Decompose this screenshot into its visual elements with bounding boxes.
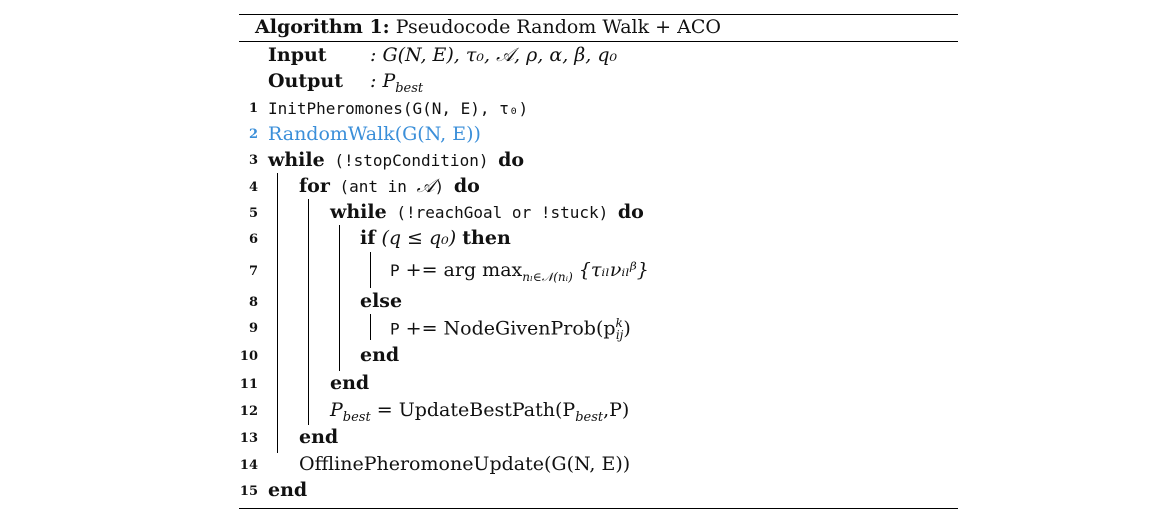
line-6-condition: (q ≤ q₀): [375, 227, 463, 249]
line-12-sub2: best: [575, 409, 604, 425]
line-7-var: P: [390, 261, 400, 280]
line-9-close: ): [623, 317, 631, 340]
line-number-5: 5: [248, 206, 258, 221]
line-7-sub: nₗ∈𝒩(nᵢ): [522, 269, 573, 284]
line-number-7: 7: [248, 264, 258, 279]
line-9-op: += NodeGivenProb(p: [399, 317, 616, 340]
line-5: while (!reachGoal or !stuck) do: [330, 201, 644, 227]
line-15: end: [268, 479, 307, 505]
line-number-4: 4: [248, 180, 258, 195]
indent-bar-for: [308, 199, 309, 425]
line-1-text: InitPheromones(G(N, E), τ₀): [268, 99, 529, 118]
indent-bar-else: [370, 314, 371, 340]
output-label: Output: [268, 70, 344, 92]
bottom-rule: [239, 508, 958, 509]
line-number-10: 10: [239, 349, 258, 364]
line-9: P += NodeGivenProb(pkij): [390, 316, 631, 342]
line-5-keyword-do: do: [617, 201, 644, 223]
line-15-keyword: end: [268, 479, 308, 501]
line-7: P += arg maxnₗ∈𝒩(nᵢ) {τᵢₗνᵢₗᵝ}: [390, 259, 649, 285]
input-value: : G(N, E), τ₀, 𝒜, ρ, α, β, q₀: [370, 44, 618, 66]
line-12-call: = UpdateBestPath(P: [370, 399, 576, 421]
line-8: else: [360, 290, 402, 316]
line-6-keyword-then: then: [462, 227, 511, 249]
line-14-text: OfflinePheromoneUpdate(G(N, E)): [299, 453, 631, 475]
line-10: end: [360, 344, 399, 370]
indent-bar-if: [370, 252, 371, 288]
line-7-op: += arg max: [399, 259, 523, 281]
line-1: InitPheromones(G(N, E), τ₀): [268, 97, 528, 123]
input-label: Input: [268, 44, 327, 66]
line-number-9: 9: [248, 321, 258, 336]
title-rule: [239, 41, 958, 42]
line-number-3: 3: [248, 153, 258, 168]
line-13: end: [299, 426, 338, 452]
line-11: end: [330, 372, 369, 398]
line-4-condition: (ant in: [329, 177, 417, 196]
line-9-sup: k: [615, 316, 623, 330]
line-4-set: 𝒜: [416, 175, 435, 197]
line-4: for (ant in 𝒜) do: [299, 175, 480, 201]
line-number-1: 1: [248, 101, 258, 116]
line-2-text: RandomWalk(G(N, E)): [268, 123, 481, 145]
line-4-keyword-do: do: [453, 175, 480, 197]
line-number-12: 12: [239, 404, 258, 419]
line-4-keyword: for: [299, 175, 330, 197]
line-number-6: 6: [248, 232, 258, 247]
line-4-close: ): [434, 177, 454, 196]
line-12-sub: best: [342, 409, 371, 425]
line-12-close: ,P): [603, 399, 630, 421]
line-5-condition: (!reachGoal or !stuck): [386, 203, 618, 222]
line-3-keyword-do: do: [498, 149, 525, 171]
line-number-14: 14: [239, 458, 258, 473]
line-2: RandomWalk(G(N, E)): [268, 123, 481, 149]
line-9-sub: ij: [615, 328, 624, 343]
line-14: OfflinePheromoneUpdate(G(N, E)): [299, 453, 630, 479]
top-rule: [239, 14, 958, 15]
line-6: if (q ≤ q₀) then: [360, 227, 511, 253]
line-number-11: 11: [239, 377, 258, 392]
line-number-13: 13: [239, 431, 258, 446]
indent-bar-while: [277, 173, 278, 453]
line-13-keyword: end: [299, 426, 339, 448]
line-number-8: 8: [248, 295, 258, 310]
algorithm-name: Pseudocode Random Walk + ACO: [395, 16, 721, 38]
line-6-keyword: if: [360, 227, 376, 249]
output-value: : Pbest: [370, 70, 424, 96]
line-5-keyword: while: [330, 201, 387, 223]
line-8-keyword: else: [360, 290, 403, 312]
line-3-keyword: while: [268, 149, 325, 171]
line-3: while (!stopCondition) do: [268, 149, 524, 175]
line-10-keyword: end: [360, 344, 400, 366]
line-number-2: 2: [248, 127, 258, 142]
line-12: Pbest = UpdateBestPath(Pbest,P): [330, 399, 629, 425]
line-7-set: {τᵢₗνᵢₗᵝ}: [572, 259, 649, 281]
line-11-keyword: end: [330, 372, 370, 394]
line-number-15: 15: [239, 484, 258, 499]
algorithm-label: Algorithm 1:: [255, 16, 390, 38]
algorithm-title: Algorithm 1: Pseudocode Random Walk + AC…: [255, 16, 721, 38]
line-12-var: P: [330, 399, 343, 421]
indent-bar-inner-while: [339, 225, 340, 371]
line-3-condition: (!stopCondition): [324, 151, 499, 170]
line-9-var: P: [390, 319, 400, 339]
